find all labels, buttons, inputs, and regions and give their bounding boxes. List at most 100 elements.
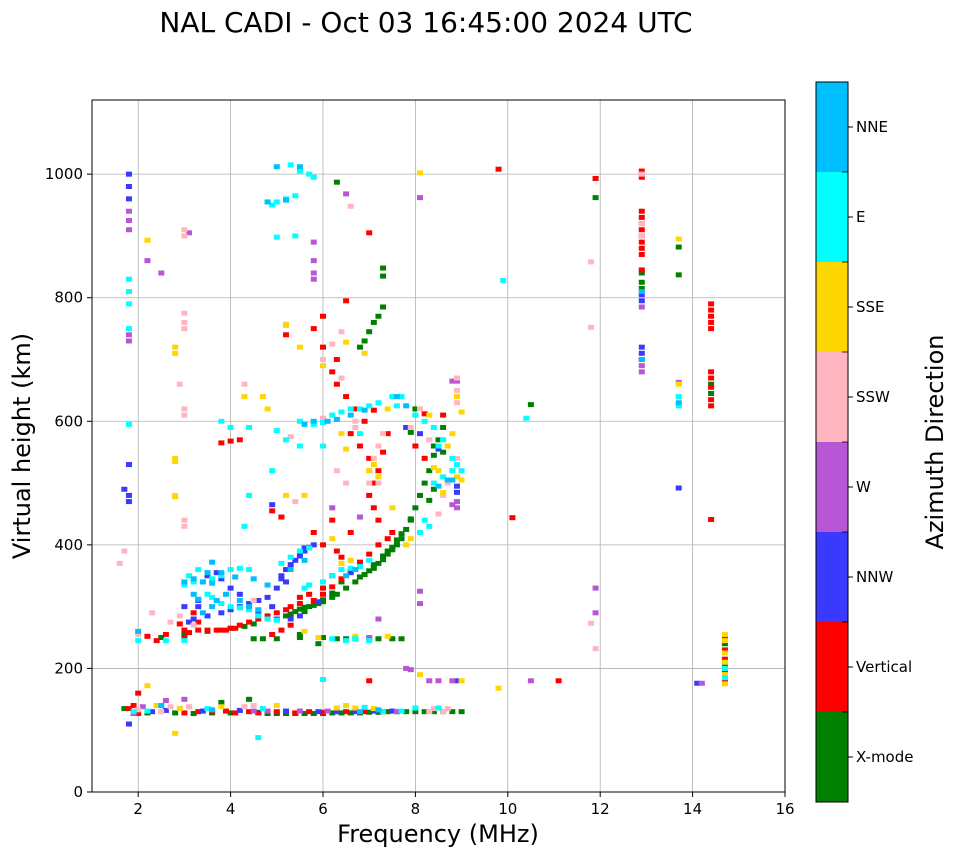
- data-point-vertical: [352, 406, 359, 412]
- data-point-x-mode: [384, 709, 391, 715]
- data-point-vertical: [592, 175, 599, 181]
- data-point-x-mode: [370, 565, 377, 571]
- data-point-x-mode: [721, 641, 728, 647]
- data-point-x-mode: [366, 568, 373, 574]
- data-point-nne: [213, 597, 220, 603]
- data-point-x-mode: [306, 604, 313, 610]
- data-point-vertical: [708, 517, 715, 523]
- data-point-nnw: [149, 709, 156, 715]
- data-point-vertical: [638, 168, 645, 174]
- data-point-vertical: [366, 678, 373, 684]
- data-point-ssw: [292, 499, 299, 505]
- data-point-w: [125, 332, 132, 338]
- data-point-vertical: [292, 710, 299, 716]
- data-point-e: [320, 443, 326, 449]
- data-point-vertical: [195, 627, 202, 633]
- data-point-e: [241, 523, 248, 529]
- data-point-ssw: [370, 455, 377, 461]
- data-point-e: [320, 677, 326, 683]
- data-point-ssw: [250, 703, 257, 708]
- data-point-e: [398, 708, 405, 714]
- data-point-e: [393, 403, 400, 409]
- data-point-vertical: [283, 607, 290, 613]
- data-point-x-mode: [407, 429, 414, 435]
- data-point-vertical: [375, 517, 382, 523]
- colorbar-tick-label: SSE: [856, 298, 885, 316]
- data-point-e: [246, 424, 253, 430]
- data-point-e: [204, 706, 211, 712]
- data-point-vertical: [204, 627, 211, 633]
- data-point-e: [421, 418, 428, 424]
- data-point-x-mode: [287, 611, 294, 617]
- data-point-sse: [384, 633, 391, 639]
- data-point-nne: [199, 579, 206, 585]
- data-point-x-mode: [380, 557, 387, 563]
- data-point-ssw: [407, 424, 414, 430]
- data-point-nnw: [694, 680, 701, 686]
- data-point-x-mode: [638, 270, 645, 276]
- data-point-nnw: [218, 610, 225, 616]
- data-point-e: [264, 616, 271, 622]
- data-point-e: [306, 171, 313, 177]
- data-point-x-mode: [393, 542, 400, 548]
- data-point-ssw: [426, 709, 433, 715]
- data-point-w: [310, 270, 317, 276]
- y-tick-label: 1000: [45, 165, 83, 183]
- data-point-e: [366, 638, 373, 644]
- data-point-e: [430, 424, 437, 430]
- data-point-ssw: [181, 517, 188, 523]
- y-tick-label: 400: [54, 536, 83, 554]
- data-point-e: [181, 638, 188, 644]
- data-point-e: [329, 636, 336, 642]
- data-point-e: [375, 400, 382, 406]
- data-point-nne: [296, 164, 303, 170]
- data-point-vertical: [320, 591, 326, 597]
- data-point-w: [310, 239, 317, 245]
- data-point-nne: [375, 707, 382, 713]
- colorbar-segment: [816, 172, 848, 262]
- data-point-sse: [218, 704, 225, 710]
- data-point-e: [426, 523, 433, 529]
- data-point-e: [236, 605, 243, 611]
- data-point-w: [162, 698, 169, 704]
- data-point-w: [125, 338, 132, 344]
- data-point-x-mode: [250, 636, 257, 642]
- data-point-x-mode: [333, 179, 340, 185]
- data-point-sse: [435, 468, 442, 474]
- data-point-e: [338, 567, 345, 573]
- data-point-ssw: [287, 434, 294, 440]
- data-point-sse: [315, 635, 322, 641]
- data-point-ssw: [453, 400, 460, 406]
- data-point-nnw: [125, 171, 132, 177]
- data-point-ssw: [320, 415, 326, 421]
- data-point-x-mode: [121, 706, 128, 712]
- data-point-e: [227, 604, 234, 610]
- data-point-nne: [352, 567, 359, 573]
- data-point-nnw: [347, 570, 354, 576]
- data-point-nnw: [125, 462, 132, 468]
- data-point-x-mode: [296, 606, 303, 612]
- data-point-sse: [449, 431, 456, 437]
- data-point-e: [356, 406, 363, 412]
- data-point-e: [421, 517, 428, 523]
- data-point-ssw: [181, 310, 188, 316]
- data-point-e: [352, 636, 359, 642]
- data-point-ssw: [444, 480, 451, 486]
- data-point-ssw: [176, 381, 183, 387]
- data-point-ssw: [181, 326, 188, 332]
- data-point-sse: [370, 706, 377, 712]
- data-point-x-mode: [338, 710, 345, 716]
- data-point-nnw: [287, 616, 294, 622]
- data-point-vertical: [135, 711, 142, 717]
- data-point-ssw: [190, 622, 197, 628]
- colorbar-segment: [816, 622, 848, 712]
- data-point-sse: [176, 706, 183, 712]
- data-point-vertical: [246, 709, 253, 715]
- data-point-vertical: [218, 440, 225, 446]
- data-point-x-mode: [250, 621, 257, 627]
- data-point-nne: [333, 416, 340, 422]
- data-point-vertical: [320, 585, 326, 591]
- data-point-sse: [343, 446, 350, 452]
- data-point-x-mode: [638, 279, 645, 285]
